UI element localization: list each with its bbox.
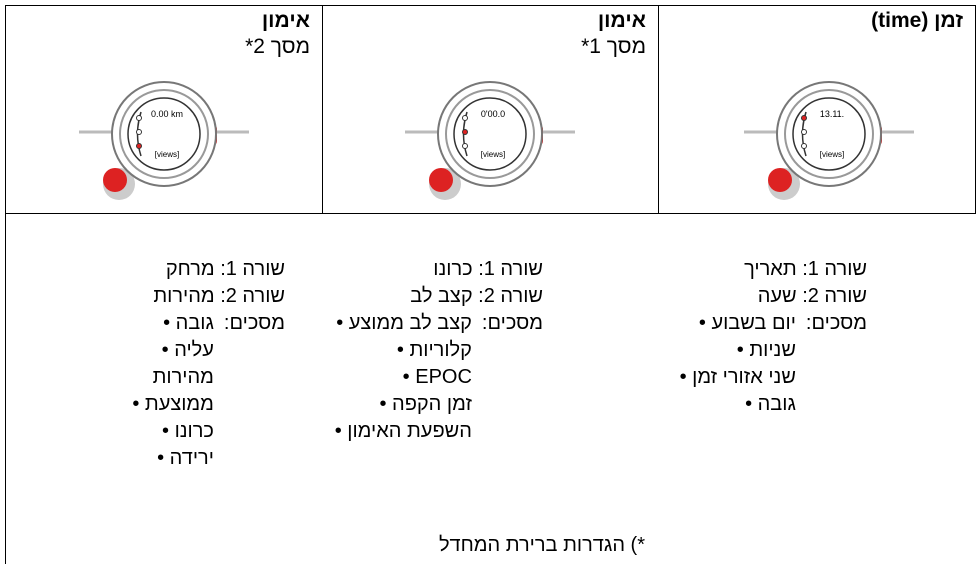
border <box>5 213 975 214</box>
watch-face <box>791 97 866 171</box>
watch-button <box>767 168 792 192</box>
column-body: שורה 1: כרונו שורה 2: קצב לב מסכים: קצב לב … <box>335 256 543 445</box>
watch-display: [views] <box>154 150 178 159</box>
column-header: אימון מסך 2* <box>245 8 310 60</box>
screens-label: מסכים: <box>805 312 867 334</box>
watch-image: 0'00.0 [views] <box>405 81 575 200</box>
watch-dot <box>800 143 807 149</box>
row-line: שורה 1: תאריך <box>744 258 867 280</box>
watch-face <box>453 97 527 171</box>
screen-item: גובה <box>118 310 214 337</box>
border <box>658 5 659 214</box>
screen-item: EPOC <box>335 364 472 391</box>
watch-dot <box>800 129 807 135</box>
screen-item: קצב לב ממוצע <box>335 310 472 337</box>
screens-label: מסכים: <box>223 312 285 334</box>
watch-display: [views] <box>481 150 505 159</box>
watch-image: 13.11. [views] <box>743 81 914 200</box>
screens-list: קצב לב ממוצעקלוריותEPOCזמן הקפההשפעת האי… <box>335 310 472 445</box>
watch-image: 0.00 km [views] <box>78 81 249 200</box>
footnote: *) הגדרות ברירת המחדל <box>438 534 645 556</box>
row-line: שורה 2: קצב לב <box>410 285 543 307</box>
watch-dot <box>462 143 468 149</box>
screen-item: עליה <box>118 337 214 364</box>
watch-display: 13.11. <box>819 109 843 119</box>
row-line: שורה 2: מהירות <box>153 285 285 307</box>
screens-list: יום בשבועשניותשני אזורי זמןגובה <box>680 310 796 418</box>
watch-dot <box>135 129 142 135</box>
border <box>322 5 323 214</box>
row-line: שורה 1: מרחק <box>165 258 285 280</box>
screen-item: שני אזורי זמן <box>680 364 796 391</box>
column-header: זמן (time) <box>871 8 963 34</box>
watch-display: 0'00.0 <box>481 109 505 119</box>
screen-item: זמן הקפה <box>335 391 472 418</box>
border <box>975 5 976 214</box>
header-subtitle: מסך 1* <box>581 35 646 58</box>
header-title: זמן (time) <box>871 9 963 32</box>
header-title: אימון <box>597 9 646 32</box>
watch-face <box>126 97 201 171</box>
column-body: שורה 1: מרחק שורה 2: מהירות מסכים: גובהעליה… <box>118 256 285 472</box>
screen-item: ירידה <box>118 445 214 472</box>
screen-item: קלוריות <box>335 337 471 364</box>
watch-dot <box>135 143 142 149</box>
watch-button <box>102 168 127 192</box>
column-header: אימון מסך 1* <box>581 8 646 60</box>
row-line: שורה 1: כרונו <box>433 258 543 280</box>
screen-item: כרונו <box>118 418 214 445</box>
screens: מסכים: קצב לב ממוצעקלוריותEPOCזמן הקפההשפ… <box>335 310 543 445</box>
screen-item: שניות <box>680 337 796 364</box>
header-title: אימון <box>261 9 310 32</box>
watch-dot <box>462 129 468 135</box>
watch-button <box>429 168 453 192</box>
screen-item: השפעת האימון <box>335 418 472 445</box>
border <box>5 5 6 564</box>
watch-display: 0.00 km <box>150 109 182 119</box>
watch-dot <box>800 115 807 121</box>
watch-dot <box>462 115 468 121</box>
screens-label: מסכים: <box>481 312 543 334</box>
screens-list: גובהעליהמהירות ממוצעתכרונוירידה <box>118 310 214 472</box>
screens: מסכים: יום בשבועשניותשני אזורי זמןגובה <box>680 310 867 418</box>
watch-dot <box>135 115 142 121</box>
watch-display: [views] <box>819 150 843 159</box>
row-line: שורה 2: שעה <box>757 285 867 307</box>
screen-item: מהירות ממוצעת <box>118 364 214 418</box>
screen-item: יום בשבוע <box>680 310 795 337</box>
header-subtitle: מסך 2* <box>245 35 310 58</box>
border <box>5 5 975 6</box>
screen-item: גובה <box>680 391 796 418</box>
screens: מסכים: גובהעליהמהירות ממוצעתכרונוירידה <box>118 310 285 472</box>
